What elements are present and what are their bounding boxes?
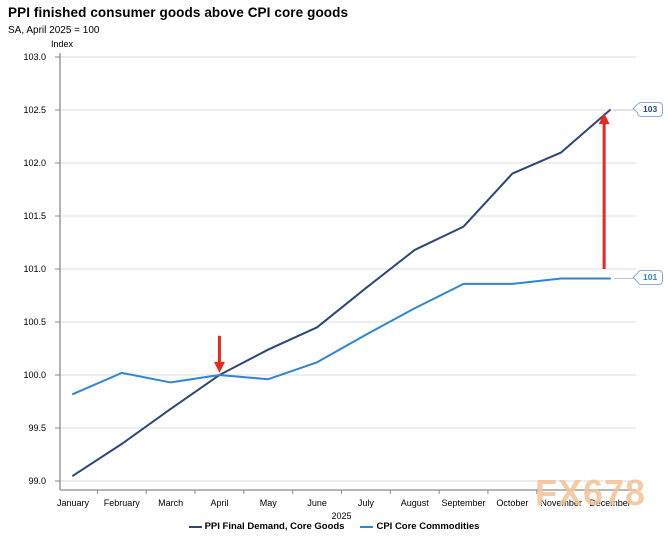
legend-item-cpi: CPI Core Commodities [360, 521, 479, 532]
x-tick-label: February [104, 498, 141, 508]
legend-label-cpi: CPI Core Commodities [376, 521, 480, 532]
x-axis-year-label: 2025 [331, 511, 351, 521]
y-tick-label: 100.0 [23, 370, 46, 380]
x-tick-label: March [158, 498, 183, 508]
y-tick-label: 99.5 [28, 423, 46, 433]
chart-title: PPI finished consumer goods above CPI co… [8, 5, 349, 20]
x-tick-label: December [589, 498, 631, 508]
y-tick-label: 103.0 [23, 52, 46, 62]
y-axis-title: Index [51, 39, 74, 49]
april-rebase-arrow-head-icon [213, 361, 225, 373]
legend-label-ppi: PPI Final Demand, Core Goods [204, 521, 345, 532]
end-value-callout: 101 [632, 270, 664, 286]
series-line-0 [72, 109, 611, 477]
cpi-line-swatch-icon [360, 525, 374, 528]
y-tick-label: 102.0 [23, 158, 46, 168]
y-tick-label: 101.0 [23, 264, 46, 274]
y-tick-label: 101.5 [23, 211, 46, 221]
december-gap-arrow-head-icon [598, 113, 610, 125]
x-tick-label: September [442, 498, 486, 508]
ppi-line-swatch-icon [188, 525, 202, 528]
end-value-callout: 103 [632, 101, 664, 117]
x-tick-label: August [401, 498, 430, 508]
y-tick-label: 100.5 [23, 317, 46, 327]
chart-legend: PPI Final Demand, Core Goods CPI Core Co… [0, 521, 668, 532]
x-tick-label: June [307, 498, 327, 508]
y-tick-label: 102.5 [23, 105, 46, 115]
legend-item-ppi: PPI Final Demand, Core Goods [188, 521, 345, 532]
y-tick-label: 99.0 [28, 476, 46, 486]
x-tick-label: July [358, 498, 375, 508]
series-line-1 [72, 277, 611, 396]
chart-subtitle: SA, April 2025 = 100 [8, 25, 100, 36]
x-tick-label: May [260, 498, 278, 508]
x-tick-label: November [540, 498, 582, 508]
x-tick-label: April [210, 498, 228, 508]
x-tick-label: October [496, 498, 528, 508]
x-tick-label: January [57, 498, 90, 508]
